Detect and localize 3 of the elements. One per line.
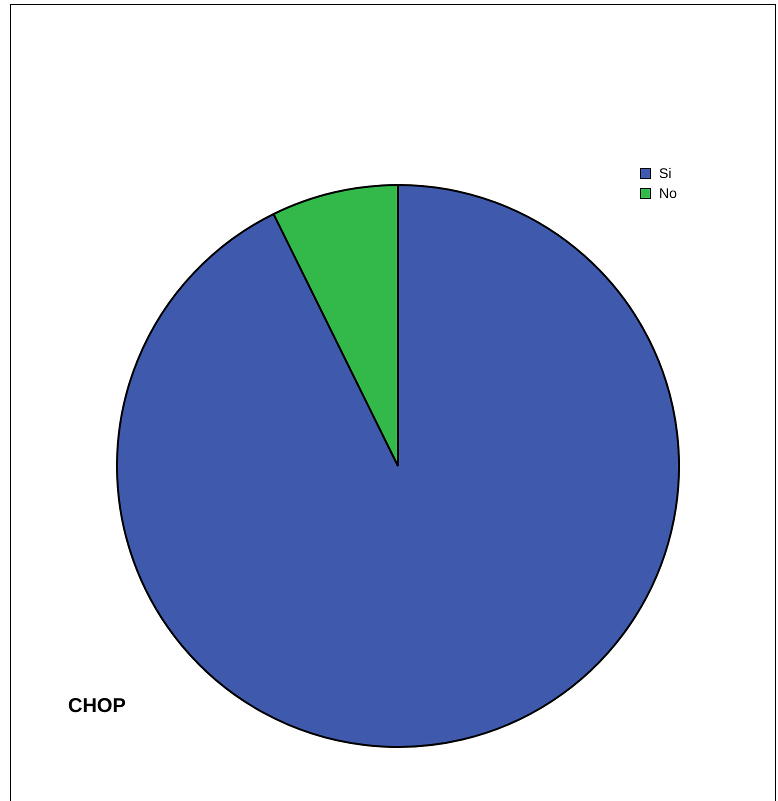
- text: CHOP: [68, 695, 126, 718]
- legend-label: No: [659, 185, 677, 201]
- legend-label: Si: [659, 165, 672, 181]
